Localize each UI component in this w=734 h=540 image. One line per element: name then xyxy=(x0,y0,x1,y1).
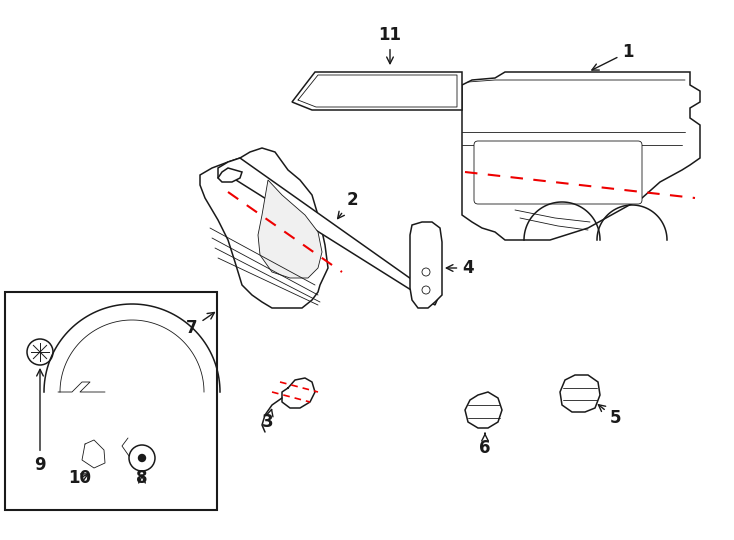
Polygon shape xyxy=(218,168,242,182)
Text: 10: 10 xyxy=(68,469,92,487)
Polygon shape xyxy=(292,72,462,110)
Polygon shape xyxy=(465,392,502,428)
Polygon shape xyxy=(560,375,600,412)
Text: 4: 4 xyxy=(446,259,474,277)
Text: 7: 7 xyxy=(186,313,214,337)
FancyBboxPatch shape xyxy=(474,141,642,204)
Text: 11: 11 xyxy=(379,26,401,64)
Polygon shape xyxy=(258,180,322,278)
Circle shape xyxy=(139,455,145,462)
Polygon shape xyxy=(218,158,438,305)
Text: 1: 1 xyxy=(592,43,633,70)
Text: 6: 6 xyxy=(479,434,491,457)
Polygon shape xyxy=(410,222,442,308)
Text: 3: 3 xyxy=(262,409,274,431)
Text: 5: 5 xyxy=(598,404,621,427)
Text: 8: 8 xyxy=(137,469,148,487)
Polygon shape xyxy=(200,148,328,308)
Text: 2: 2 xyxy=(338,191,357,219)
Polygon shape xyxy=(462,72,700,240)
Text: 9: 9 xyxy=(34,369,46,474)
Bar xyxy=(5,292,217,510)
